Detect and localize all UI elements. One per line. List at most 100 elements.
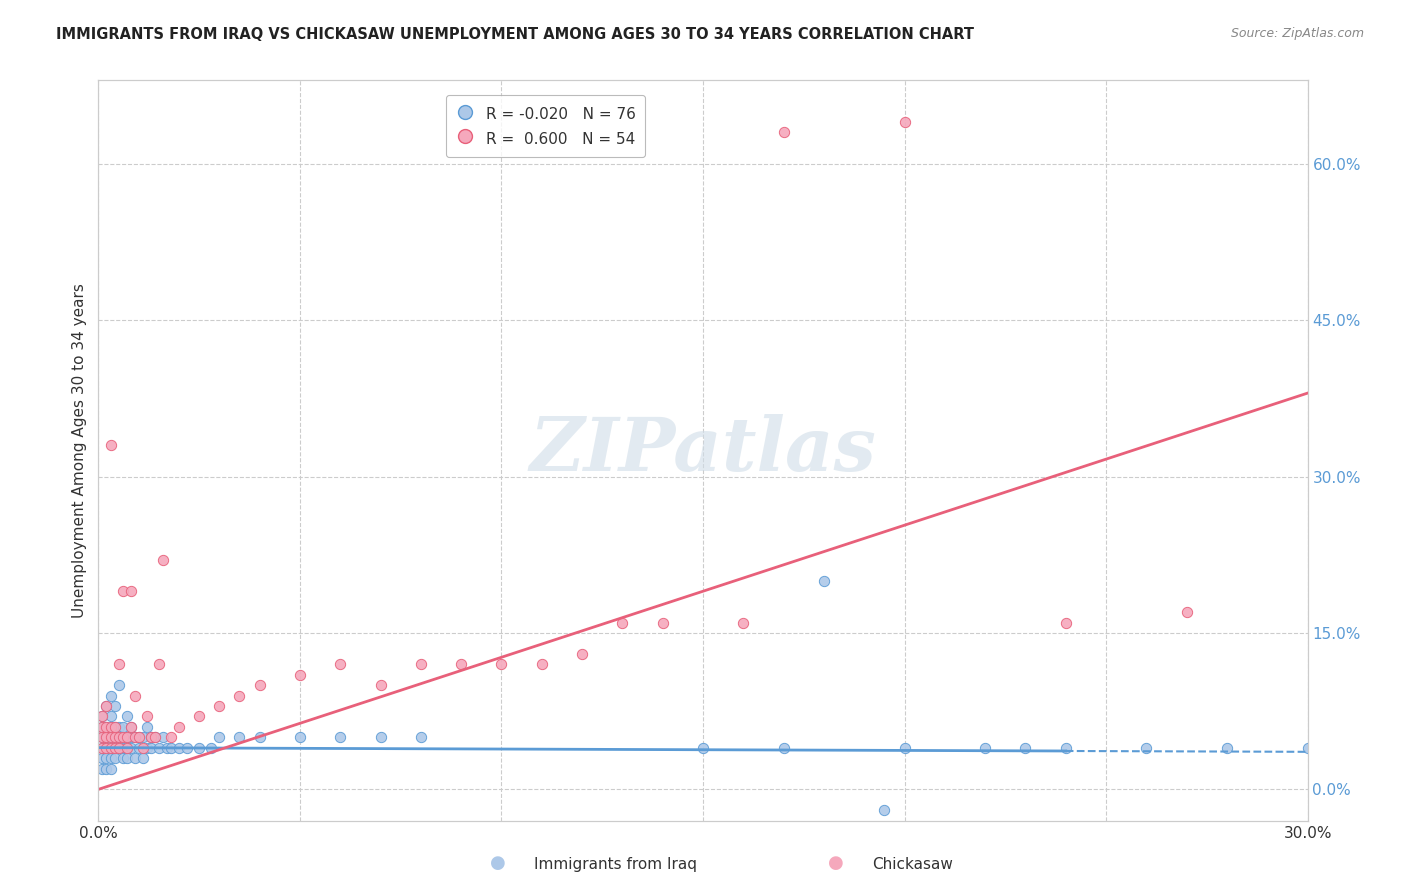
Point: [176, 740, 198, 755]
Text: ●: ●: [491, 855, 506, 872]
Point: [188, 740, 211, 755]
Point: [772, 125, 794, 139]
Point: [96, 698, 118, 713]
Point: [100, 751, 122, 765]
Point: [111, 720, 134, 734]
Text: IMMIGRANTS FROM IRAQ VS CHICKASAW UNEMPLOYMENT AMONG AGES 30 TO 34 YEARS CORRELA: IMMIGRANTS FROM IRAQ VS CHICKASAW UNEMPL…: [56, 27, 974, 42]
Point: [152, 730, 174, 744]
Point: [103, 698, 125, 713]
Point: [143, 730, 166, 744]
Legend: R = -0.020   N = 76, R =  0.600   N = 54: R = -0.020 N = 76, R = 0.600 N = 54: [447, 95, 645, 157]
Point: [96, 720, 118, 734]
Point: [91, 751, 114, 765]
Point: [107, 657, 129, 672]
Point: [91, 709, 114, 723]
Point: [124, 751, 146, 765]
Point: [115, 751, 138, 765]
Point: [772, 740, 794, 755]
Point: [103, 730, 125, 744]
Point: [188, 709, 211, 723]
Point: [107, 730, 129, 744]
Point: [96, 762, 118, 776]
Point: [107, 740, 129, 755]
Point: [1014, 740, 1036, 755]
Point: [103, 740, 125, 755]
Point: [208, 698, 231, 713]
Point: [409, 657, 432, 672]
Point: [329, 730, 352, 744]
Point: [120, 720, 142, 734]
Point: [91, 740, 114, 755]
Point: [115, 740, 138, 755]
Point: [128, 730, 150, 744]
Text: Source: ZipAtlas.com: Source: ZipAtlas.com: [1230, 27, 1364, 40]
Point: [96, 740, 118, 755]
Point: [132, 740, 155, 755]
Point: [91, 720, 114, 734]
Point: [132, 751, 155, 765]
Point: [571, 647, 593, 661]
Point: [152, 553, 174, 567]
Point: [107, 740, 129, 755]
Point: [139, 740, 162, 755]
Point: [160, 740, 183, 755]
Point: [813, 574, 835, 588]
Point: [96, 730, 118, 744]
Point: [103, 751, 125, 765]
Point: [100, 438, 122, 452]
Point: [135, 740, 157, 755]
Point: [100, 740, 122, 755]
Point: [100, 740, 122, 755]
Point: [167, 740, 190, 755]
Point: [103, 740, 125, 755]
Point: [103, 730, 125, 744]
Text: Immigrants from Iraq: Immigrants from Iraq: [534, 857, 697, 872]
Point: [208, 730, 231, 744]
Point: [96, 720, 118, 734]
Point: [450, 657, 472, 672]
Point: [160, 730, 183, 744]
Point: [115, 730, 138, 744]
Point: [530, 657, 553, 672]
Point: [612, 615, 634, 630]
Text: ●: ●: [828, 855, 844, 872]
Point: [111, 740, 134, 755]
Point: [103, 720, 125, 734]
Point: [370, 678, 392, 692]
Point: [100, 730, 122, 744]
Point: [139, 730, 162, 744]
Point: [148, 657, 170, 672]
Point: [120, 720, 142, 734]
Point: [167, 720, 190, 734]
Point: [111, 584, 134, 599]
Point: [100, 762, 122, 776]
Point: [873, 803, 896, 817]
Point: [103, 720, 125, 734]
Point: [156, 740, 179, 755]
Point: [107, 678, 129, 692]
Point: [96, 698, 118, 713]
Point: [409, 730, 432, 744]
Point: [132, 730, 155, 744]
Point: [893, 115, 915, 129]
Point: [692, 740, 714, 755]
Text: Chickasaw: Chickasaw: [872, 857, 953, 872]
Point: [100, 709, 122, 723]
Point: [135, 720, 157, 734]
Point: [135, 709, 157, 723]
Point: [91, 730, 114, 744]
Point: [100, 689, 122, 703]
Point: [974, 740, 997, 755]
Point: [329, 657, 352, 672]
Point: [111, 730, 134, 744]
Point: [91, 720, 114, 734]
Point: [120, 584, 142, 599]
Point: [228, 730, 250, 744]
Y-axis label: Unemployment Among Ages 30 to 34 years: Unemployment Among Ages 30 to 34 years: [72, 283, 87, 618]
Point: [107, 730, 129, 744]
Point: [1054, 740, 1077, 755]
Point: [733, 615, 755, 630]
Point: [1135, 740, 1157, 755]
Point: [1296, 740, 1319, 755]
Point: [111, 751, 134, 765]
